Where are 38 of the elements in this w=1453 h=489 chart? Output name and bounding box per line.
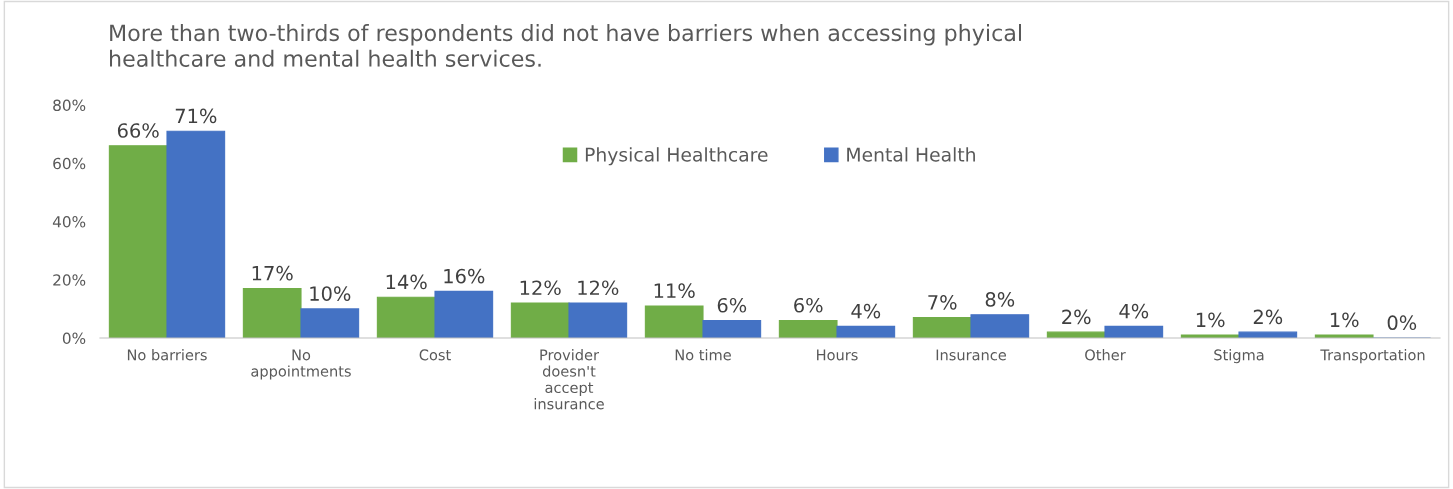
- data-label: 2%: [1253, 309, 1283, 325]
- x-tick-label: No appointments: [251, 349, 351, 380]
- y-tick-label: 60%: [53, 157, 86, 170]
- chart-title: More than two-thirds of respondents did not have barriers when accessing phyical healthcare and mental health services.: [110, 24, 1022, 67]
- x-tick-label: No barriers: [127, 349, 207, 361]
- data-label: 6%: [717, 297, 747, 313]
- data-label: 7%: [928, 294, 957, 310]
- data-label: 4%: [1119, 303, 1149, 319]
- x-tick-label: Insurance: [936, 349, 1006, 361]
- data-label: 16%: [444, 268, 485, 284]
- legend-label: Mental Health: [847, 147, 975, 162]
- x-tick-label: Hours: [817, 349, 858, 361]
- data-label: 66%: [117, 123, 159, 138]
- y-tick-label: 40%: [52, 215, 86, 228]
- data-label: 8%: [985, 292, 1015, 307]
- y-tick-label: 0%: [62, 332, 86, 345]
- data-label: 6%: [794, 297, 823, 313]
- x-tick-label: Transportation: [1320, 349, 1425, 364]
- y-tick-label: 80%: [53, 99, 86, 112]
- x-tick-label: Other: [1085, 349, 1126, 361]
- data-label: 71%: [175, 108, 217, 124]
- x-tick-label: Stigma: [1214, 349, 1264, 364]
- x-tick-label: Cost: [419, 349, 451, 361]
- data-label: 12%: [578, 280, 619, 296]
- data-label: 14%: [386, 274, 427, 290]
- data-label: 11%: [654, 283, 695, 299]
- data-label: 0%: [1387, 315, 1417, 331]
- y-tick-label: 20%: [53, 274, 86, 286]
- x-tick-label: Provider doesn't accept insurance: [534, 349, 604, 410]
- legend-label: Physical Healthcare: [585, 147, 768, 166]
- data-label: 10%: [310, 286, 351, 301]
- data-label: 12%: [520, 280, 561, 296]
- data-label: 1%: [1196, 312, 1225, 328]
- data-label: 2%: [1062, 309, 1091, 325]
- data-label: 17%: [252, 265, 293, 281]
- data-label: 4%: [851, 303, 881, 319]
- x-tick-label: No time: [675, 349, 731, 361]
- data-label: 1%: [1330, 312, 1359, 328]
